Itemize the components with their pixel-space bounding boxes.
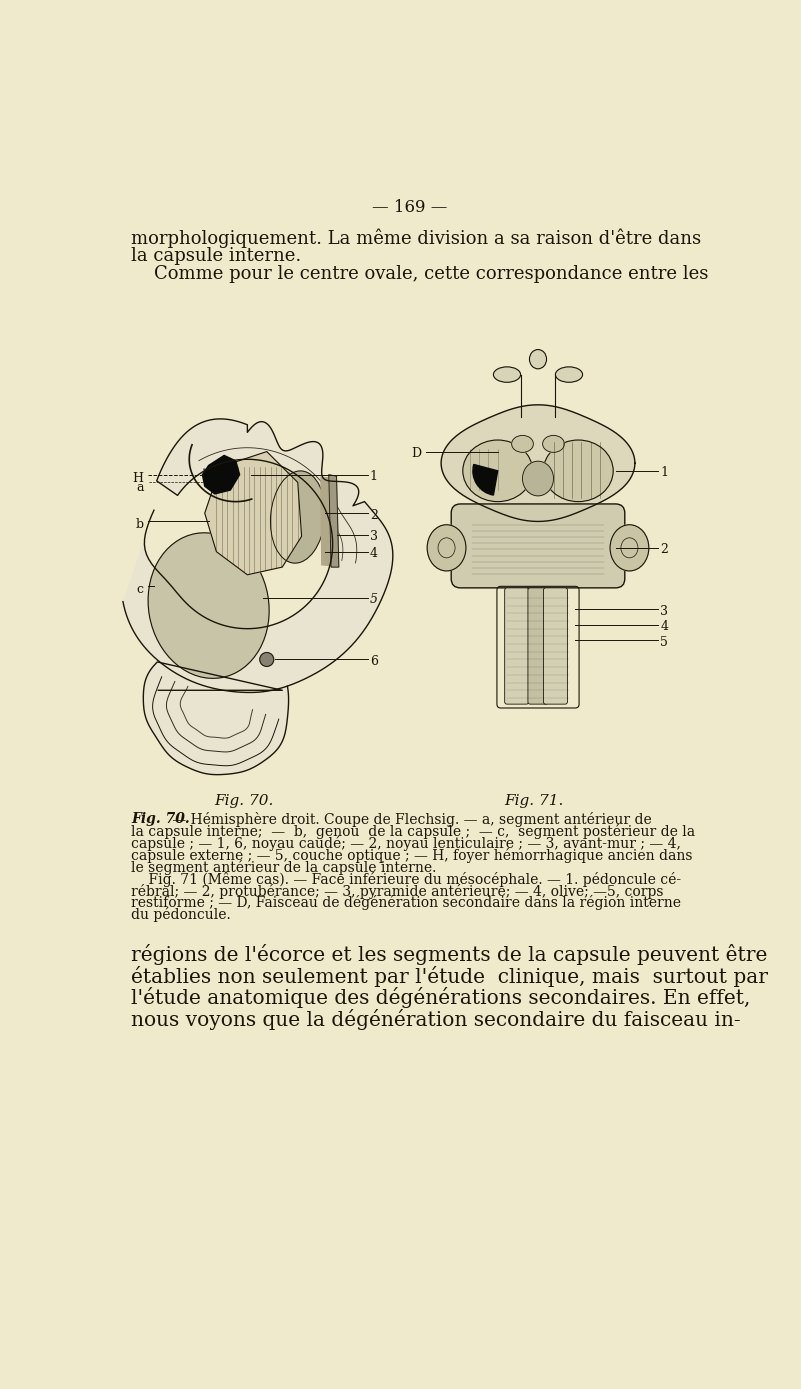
Text: — Hémisphère droit. Coupe de Flechsig. — a, segment antérieur de: — Hémisphère droit. Coupe de Flechsig. —… [168, 813, 652, 826]
Text: la capsule interne;  —  b,  genou  de la capsule ;  — c,  segment postérieur de : la capsule interne; — b, genou de la cap… [131, 824, 695, 839]
Polygon shape [203, 456, 239, 494]
Ellipse shape [610, 525, 649, 571]
Text: 2: 2 [370, 508, 378, 521]
Text: 4: 4 [370, 547, 378, 560]
Text: restiforme ; — D, Faisceau de dégénération secondaire dans la région interne: restiforme ; — D, Faisceau de dégénérati… [131, 896, 681, 910]
Text: le segment antérieur de la capsule interne.: le segment antérieur de la capsule inter… [131, 860, 437, 875]
Circle shape [260, 653, 274, 667]
Text: Fig. 70.: Fig. 70. [131, 813, 190, 826]
Text: Fig. 70.: Fig. 70. [214, 795, 273, 808]
Ellipse shape [542, 435, 565, 453]
Ellipse shape [529, 350, 546, 369]
Text: c: c [136, 583, 143, 596]
Ellipse shape [271, 471, 325, 563]
Text: 5: 5 [661, 636, 668, 649]
FancyBboxPatch shape [505, 588, 529, 704]
Text: morphologiquement. La même division a sa raison d'être dans: morphologiquement. La même division a sa… [131, 228, 701, 247]
FancyBboxPatch shape [528, 588, 548, 704]
Text: l'étude anatomique des dégénérations secondaires. En effet,: l'étude anatomique des dégénérations sec… [131, 988, 751, 1008]
Text: H: H [132, 472, 143, 485]
Text: b: b [135, 518, 143, 531]
Text: établies non seulement par l'étude  clinique, mais  surtout par: établies non seulement par l'étude clini… [131, 965, 768, 988]
Text: 3: 3 [661, 604, 669, 618]
Polygon shape [123, 419, 392, 693]
Text: 1: 1 [370, 469, 378, 483]
Text: nous voyons que la dégénération secondaire du faisceau in-: nous voyons que la dégénération secondai… [131, 1008, 741, 1031]
Text: — 169 —: — 169 — [372, 199, 448, 217]
Text: 6: 6 [370, 654, 378, 668]
Text: du pédoncule.: du pédoncule. [131, 907, 231, 922]
Polygon shape [441, 404, 635, 521]
Ellipse shape [512, 435, 533, 453]
Text: régions de l'écorce et les segments de la capsule peuvent être: régions de l'écorce et les segments de l… [131, 945, 767, 965]
Ellipse shape [148, 533, 269, 678]
Text: capsule ; — 1, 6, noyau caudé; — 2, noyau lenticulaire ; — 3, avant-mur ; — 4,: capsule ; — 1, 6, noyau caudé; — 2, noya… [131, 836, 681, 851]
Text: Fig. 71.: Fig. 71. [505, 795, 564, 808]
Polygon shape [143, 663, 288, 775]
Polygon shape [321, 476, 329, 565]
Ellipse shape [522, 461, 553, 496]
Ellipse shape [543, 440, 614, 501]
Text: 5: 5 [370, 593, 378, 606]
FancyBboxPatch shape [543, 588, 567, 704]
Text: 3: 3 [370, 531, 378, 543]
Text: 2: 2 [661, 543, 668, 556]
Text: la capsule interne.: la capsule interne. [131, 247, 301, 265]
FancyBboxPatch shape [451, 504, 625, 588]
Ellipse shape [493, 367, 521, 382]
Wedge shape [473, 464, 497, 494]
Text: 4: 4 [661, 621, 669, 633]
Text: 1: 1 [661, 467, 669, 479]
Text: Fig. 71 (Même cas). — Face inférieure du mésocéphale. — 1. pédoncule cé-: Fig. 71 (Même cas). — Face inférieure du… [131, 872, 681, 886]
Text: rébral; — 2, protubérance; — 3, pyramide antérieure; — 4, olive; —5, corps: rébral; — 2, protubérance; — 3, pyramide… [131, 883, 663, 899]
Polygon shape [205, 451, 302, 575]
Ellipse shape [555, 367, 582, 382]
Ellipse shape [463, 440, 533, 501]
Text: a: a [136, 481, 143, 494]
Text: D: D [412, 447, 422, 460]
Polygon shape [328, 475, 339, 567]
Text: capsule externe ; — 5, couche optique ; — H, foyer hémorrhagique ancien dans: capsule externe ; — 5, couche optique ; … [131, 847, 693, 863]
Text: Comme pour le centre ovale, cette correspondance entre les: Comme pour le centre ovale, cette corres… [131, 265, 709, 283]
Ellipse shape [427, 525, 466, 571]
